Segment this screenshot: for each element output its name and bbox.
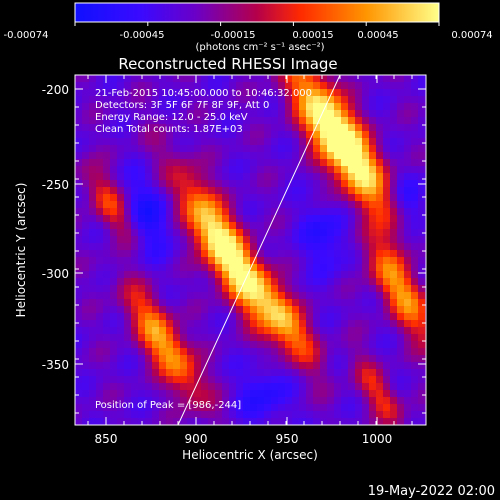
colorbar-units: (photons cm⁻² s⁻¹ asec⁻²) [195, 42, 324, 53]
info-block: 21-Feb-2015 10:45:00.000 to 10:46:32.000… [95, 88, 312, 411]
info-line-detectors: Detectors: 3F 5F 6F 7F 8F 9F, Att 0 [95, 100, 269, 111]
axis-ticks [75, 75, 426, 425]
footer-date: 19-May-2022 02:00 [368, 484, 495, 499]
colorbar-tick-label: -0.00074 [4, 30, 49, 41]
plot-title: Reconstructed RHESSI Image [118, 55, 337, 73]
x-axis-label: Heliocentric X (arcsec) [182, 448, 318, 462]
colorbar-ticks [74, 22, 440, 26]
heatmap [75, 75, 426, 425]
y-tick-label: -300 [42, 267, 69, 281]
x-tick-labels: 850 900 950 1000 [95, 432, 393, 446]
image-area [75, 75, 426, 425]
peak-position: Position of Peak = [986,-244] [95, 400, 241, 411]
colorbar-tick-label: 0.00015 [292, 30, 333, 41]
info-line-counts: Clean Total counts: 1.87E+03 [95, 124, 243, 135]
info-line-energy: Energy Range: 12.0 - 25.0 keV [95, 112, 248, 123]
x-tick-label: 900 [185, 432, 208, 446]
colorbar-tick-label: -0.00045 [120, 30, 165, 41]
colorbar-tick-label: 0.00074 [451, 30, 492, 41]
colorbar-tick-labels: -0.00074 -0.00045 -0.00015 0.00015 0.000… [4, 30, 493, 41]
y-tick-labels: -200 -250 -300 -350 [42, 83, 69, 372]
y-axis-label: Heliocentric Y (arcsec) [14, 183, 28, 318]
colorbar [74, 2, 440, 23]
info-line-time: 21-Feb-2015 10:45:00.000 to 10:46:32.000 [95, 88, 312, 99]
x-tick-label: 950 [276, 432, 299, 446]
y-tick-label: -250 [42, 178, 69, 192]
y-tick-label: -200 [42, 83, 69, 97]
x-tick-label: 850 [95, 432, 118, 446]
y-tick-label: -350 [42, 358, 69, 372]
colorbar-tick-label: -0.00015 [211, 30, 256, 41]
x-tick-label: 1000 [362, 432, 393, 446]
colorbar-tick-label: 0.00045 [357, 30, 398, 41]
limb-line [177, 75, 341, 425]
